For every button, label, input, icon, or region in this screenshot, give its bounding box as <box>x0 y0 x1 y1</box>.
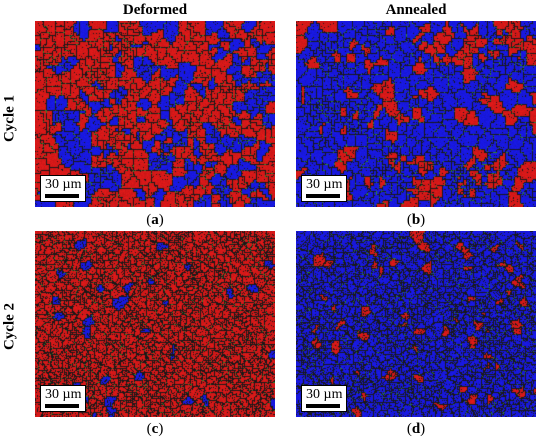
scale-bar-line-c <box>45 404 79 408</box>
scale-bar-line-a <box>45 194 79 198</box>
caption-b-letter: b <box>411 212 421 228</box>
scale-bar-c: 30 µm <box>40 385 87 412</box>
scale-bar-a: 30 µm <box>40 175 87 202</box>
scale-bar-label-d: 30 µm <box>306 387 343 402</box>
ebsd-map-c: 30 µm <box>35 231 275 417</box>
caption-b-open: ( <box>406 212 412 228</box>
caption-a-open: ( <box>146 212 152 228</box>
ebsd-map-b: 30 µm <box>296 21 536 207</box>
row-label-cycle-1: Cycle 1 <box>1 94 18 143</box>
scale-bar-line-b <box>306 194 340 198</box>
ebsd-map-d: 30 µm <box>296 231 536 417</box>
scale-bar-b: 30 µm <box>301 175 348 202</box>
scale-bar-label-b: 30 µm <box>306 177 343 192</box>
caption-a-letter: a <box>151 212 159 228</box>
caption-c-close: ) <box>158 421 164 437</box>
column-header-deformed: Deformed <box>122 2 188 18</box>
scale-bar-label-a: 30 µm <box>45 177 82 192</box>
scale-bar-label-c: 30 µm <box>45 387 82 402</box>
caption-b: (b) <box>296 212 536 229</box>
caption-d-letter: d <box>411 421 421 437</box>
caption-d: (d) <box>296 421 536 438</box>
scale-bar-d: 30 µm <box>301 385 348 412</box>
caption-c-letter: c <box>151 421 159 437</box>
ebsd-map-a: 30 µm <box>35 21 275 207</box>
caption-a: (a) <box>35 212 275 229</box>
caption-a-close: ) <box>158 212 164 228</box>
caption-d-open: ( <box>406 421 412 437</box>
scale-bar-line-d <box>306 404 340 408</box>
column-header-annealed: Annealed <box>385 2 447 18</box>
row-label-cycle-2: Cycle 2 <box>1 302 18 351</box>
caption-c-open: ( <box>146 421 152 437</box>
caption-c: (c) <box>35 421 275 438</box>
caption-d-close: ) <box>420 421 426 437</box>
caption-b-close: ) <box>420 212 426 228</box>
